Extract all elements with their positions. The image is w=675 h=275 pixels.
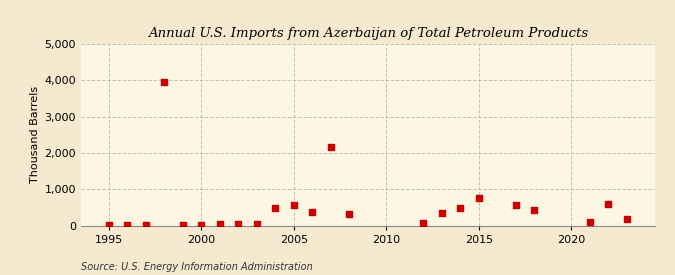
- Point: [418, 221, 429, 225]
- Title: Annual U.S. Imports from Azerbaijan of Total Petroleum Products: Annual U.S. Imports from Azerbaijan of T…: [148, 27, 588, 40]
- Point: [215, 222, 225, 227]
- Point: [251, 222, 262, 227]
- Point: [178, 223, 188, 227]
- Point: [455, 206, 466, 210]
- Point: [510, 203, 521, 207]
- Point: [585, 220, 595, 224]
- Point: [196, 223, 207, 227]
- Point: [159, 79, 169, 84]
- Point: [474, 196, 485, 200]
- Point: [103, 223, 114, 227]
- Text: Source: U.S. Energy Information Administration: Source: U.S. Energy Information Administ…: [81, 262, 313, 272]
- Point: [437, 211, 448, 215]
- Point: [140, 223, 151, 227]
- Point: [344, 212, 355, 216]
- Point: [603, 202, 614, 206]
- Point: [622, 217, 632, 221]
- Point: [288, 203, 299, 207]
- Point: [270, 206, 281, 211]
- Point: [122, 223, 133, 227]
- Y-axis label: Thousand Barrels: Thousand Barrels: [30, 86, 40, 183]
- Point: [529, 208, 540, 213]
- Point: [233, 222, 244, 226]
- Point: [325, 145, 336, 150]
- Point: [307, 210, 318, 214]
